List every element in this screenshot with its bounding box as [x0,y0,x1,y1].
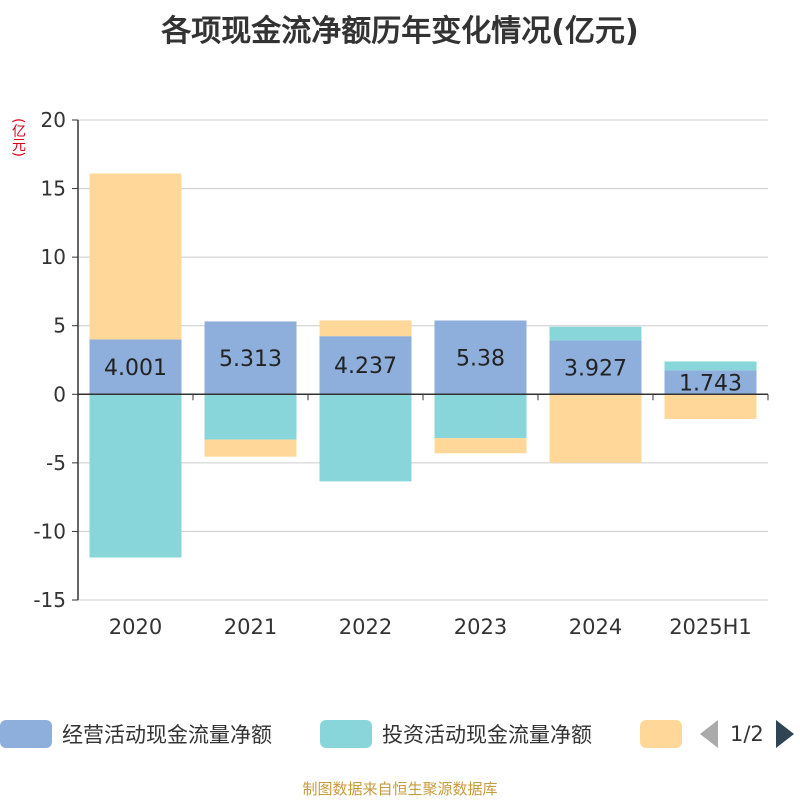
x-tick-label-2023: 2023 [454,615,507,639]
legend-swatch-investing [320,720,372,748]
legend: 经营活动现金流量净额 投资活动现金流量净额 1/2 [0,716,800,756]
x-tick-label-2020: 2020 [109,615,162,639]
data-label-2021: 5.313 [219,347,282,372]
bar-s1-2023[interactable] [434,394,527,439]
legend-swatch-third [640,720,682,748]
bar-s0-2023[interactable] [434,320,527,395]
bar-s2-2025H1[interactable] [664,394,757,419]
legend-swatch-operating [0,720,52,748]
legend-label-investing: 投资活动现金流量净额 [382,723,592,747]
data-labels: 4.001 5.313 4.237 5.38 3.927 1.743 [104,346,742,396]
bar-s0-2022[interactable] [319,336,412,395]
y-tick-label-7: 20 [41,108,66,132]
y-tick-label-6: 15 [41,177,66,201]
y-tick-label-2: -5 [46,451,66,475]
x-tick-label-2021: 2021 [224,615,277,639]
legend-pager: 1/2 [700,716,794,752]
pager-text: 1/2 [730,722,764,746]
legend-item-third[interactable] [640,716,692,752]
bar-s2-2023[interactable] [434,438,527,454]
data-label-2024: 3.927 [564,356,627,381]
pager-prev-icon[interactable] [700,720,718,748]
bar-s1-2025H1[interactable] [664,361,757,371]
bar-s0-2025H1[interactable] [664,370,757,395]
bar-s1-2022[interactable] [319,394,412,482]
y-tick-label-1: -10 [33,519,66,543]
data-label-2025H1: 1.743 [679,371,742,396]
x-tick-label-2024: 2024 [569,615,622,639]
data-label-2020: 4.001 [104,356,167,381]
bar-s0-2024[interactable] [549,340,642,395]
bar-s1-2024[interactable] [549,326,642,341]
bar-s2-2020[interactable] [89,173,182,340]
y-axis-unit: (亿元) [10,118,26,157]
x-tick-label-2025H1: 2025H1 [669,615,752,639]
chart-title: 各项现金流净额历年变化情况(亿元) [161,14,639,49]
bars [89,173,757,558]
data-label-2023: 5.38 [456,346,505,371]
legend-label-operating: 经营活动现金流量净额 [62,723,272,747]
source-note: 制图数据来自恒生聚源数据库 [302,780,498,798]
bar-s0-2021[interactable] [204,321,297,395]
bar-s2-2024[interactable] [549,394,642,463]
bar-s2-2022[interactable] [319,320,412,337]
y-tick-label-4: 5 [53,314,66,338]
y-tick-label-3: 0 [53,382,66,406]
pager-next-icon[interactable] [775,720,794,748]
y-tick-label-5: 10 [41,245,66,269]
legend-item-operating[interactable]: 经营活动现金流量净额 [0,716,272,752]
bar-s1-2020[interactable] [89,394,182,558]
y-tick-label-0: -15 [33,588,66,612]
x-tick-label-2022: 2022 [339,615,392,639]
bar-s0-2020[interactable] [89,339,182,395]
data-label-2022: 4.237 [334,354,397,379]
bar-s2-2021[interactable] [204,439,297,457]
bar-s1-2021[interactable] [204,394,297,440]
legend-item-investing[interactable]: 投资活动现金流量净额 [320,716,592,752]
